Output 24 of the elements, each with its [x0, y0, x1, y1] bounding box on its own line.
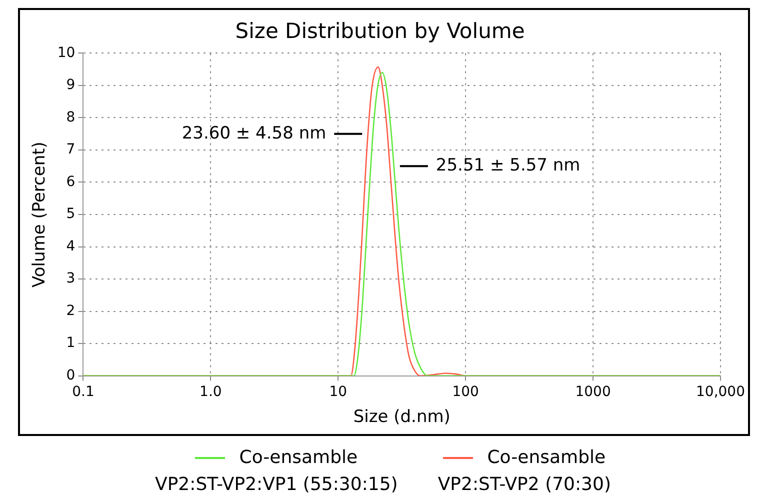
y-tick-label: 3: [66, 270, 76, 287]
legend-label: Co-ensamble VP2:ST-VP2:VP1 (55:30:15): [155, 446, 398, 497]
y-axis-title: Volume (Percent): [30, 142, 50, 288]
y-tick-label: 7: [66, 142, 76, 158]
x-tick-label: 1.0: [200, 384, 222, 400]
x-axis-title: Size (d.nm): [353, 407, 450, 428]
legend-label: Co-ensamble VP2:ST-VP2 (70:30): [438, 446, 611, 497]
x-tick-label: 100: [452, 384, 479, 400]
y-tick-label: 8: [66, 109, 76, 126]
x-tick-label: 1000: [575, 384, 611, 400]
y-tick-label: 0: [66, 367, 76, 384]
x-tick-label: 10: [329, 384, 348, 400]
y-tick-label: 4: [66, 238, 76, 254]
annotation: 25.51 ± 5.57 nm: [436, 156, 580, 176]
y-tick-label: 6: [66, 174, 76, 190]
y-tick-label: 9: [66, 77, 76, 94]
y-tick-label: 5: [66, 206, 76, 222]
y-tick-label: 2: [66, 302, 76, 319]
annotation: 23.60 ± 4.58 nm: [182, 123, 326, 144]
chart-title: Size Distribution by Volume: [235, 19, 525, 44]
y-tick-label: 1: [66, 335, 76, 352]
y-tick-label: 10: [57, 44, 76, 61]
x-tick-label: 0.1: [72, 384, 94, 400]
x-tick-label: 10,000: [696, 384, 746, 400]
